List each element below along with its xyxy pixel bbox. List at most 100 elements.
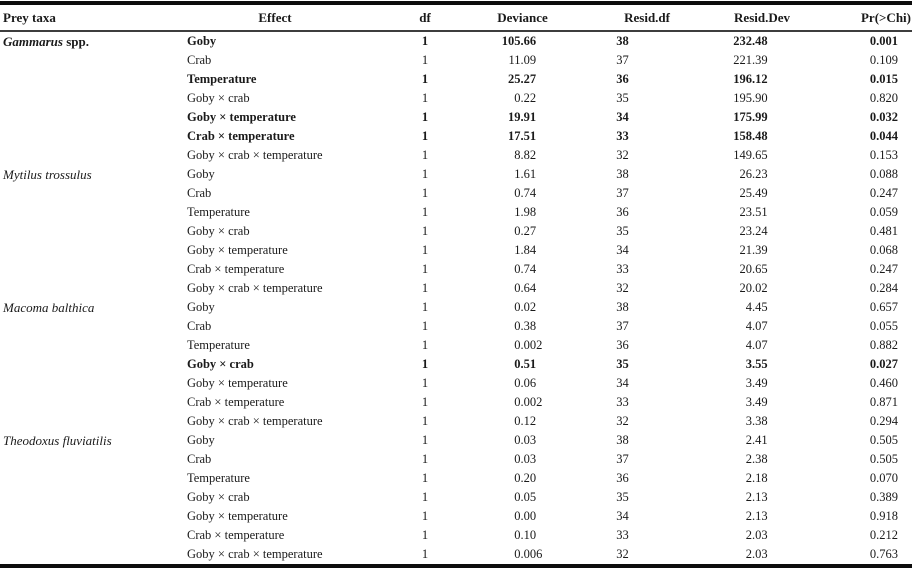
table-row: Mytilus trossulus Goby 1 1.61 38 26.23 0.088 bbox=[0, 165, 912, 184]
pr-chi-cell: 0.481 bbox=[869, 224, 898, 238]
effect-cell: Goby × temperature bbox=[187, 509, 288, 523]
integer-part: 26 bbox=[739, 167, 753, 181]
resid-df-cell: 35 bbox=[616, 490, 629, 504]
table-row: Goby × temperature 1 1.84 34 21.39 0.068 bbox=[0, 241, 912, 260]
decimal-aligned-number: 2.38 bbox=[726, 450, 774, 469]
deviance-cell: 17.51 bbox=[485, 127, 560, 146]
deviance-cell: 25.27 bbox=[485, 70, 560, 89]
decimal-aligned-number: 21.39 bbox=[726, 241, 774, 260]
integer-part: 0 bbox=[514, 186, 521, 200]
species-name: Mytilus trossulus bbox=[3, 167, 92, 182]
resid-dev-cell: 196.12 bbox=[685, 70, 815, 89]
resid-dev-cell: 3.38 bbox=[685, 412, 815, 431]
table-row: Theodoxus fluviatilis Goby 1 0.03 38 2.41 0.50… bbox=[0, 431, 912, 450]
resid-df-cell: 38 bbox=[616, 34, 629, 48]
decimal-aligned-number: 175.99 bbox=[726, 108, 774, 127]
fraction-part: .22 bbox=[520, 91, 537, 105]
fraction-part: .23 bbox=[752, 167, 768, 181]
pr-chi-cell: 0.918 bbox=[869, 509, 898, 523]
fraction-part: .18 bbox=[752, 471, 768, 485]
effect-cell: Crab × temperature bbox=[187, 528, 285, 542]
integer-part: 0 bbox=[514, 300, 521, 314]
table-row: Temperature 1 0.20 36 2.18 0.070 bbox=[0, 469, 912, 488]
fraction-part: .39 bbox=[752, 243, 768, 257]
df-cell: 1 bbox=[421, 148, 429, 162]
prey-taxa-cell bbox=[0, 317, 185, 336]
deviance-cell: 0.74 bbox=[485, 184, 560, 203]
fraction-part: .91 bbox=[520, 110, 537, 124]
resid-df-cell: 33 bbox=[616, 129, 629, 143]
table-row: Goby × crab 1 0.27 35 23.24 0.481 bbox=[0, 222, 912, 241]
decimal-aligned-number: 2.03 bbox=[726, 526, 774, 545]
prey-taxa-cell bbox=[0, 526, 185, 545]
pr-chi-cell: 0.505 bbox=[869, 452, 898, 466]
prey-taxa-cell bbox=[0, 89, 185, 108]
integer-part: 0 bbox=[514, 338, 521, 352]
fraction-part: .65 bbox=[752, 262, 768, 276]
resid-dev-cell: 232.48 bbox=[685, 31, 815, 51]
table-row: Crab 1 0.03 37 2.38 0.505 bbox=[0, 450, 912, 469]
fraction-part: .49 bbox=[752, 395, 768, 409]
fraction-part: .03 bbox=[752, 547, 768, 561]
resid-df-cell: 38 bbox=[616, 167, 629, 181]
decimal-aligned-number: 0.03 bbox=[495, 431, 551, 450]
integer-part: 149 bbox=[733, 148, 752, 162]
pr-chi-cell: 0.294 bbox=[869, 414, 898, 428]
decimal-aligned-number: 0.002 bbox=[495, 336, 551, 355]
fraction-part: .99 bbox=[752, 110, 768, 124]
df-cell: 1 bbox=[421, 281, 429, 295]
pr-chi-cell: 0.763 bbox=[869, 547, 898, 561]
pr-chi-cell: 0.027 bbox=[869, 357, 898, 371]
integer-part: 21 bbox=[739, 243, 753, 257]
decimal-aligned-number: 1.98 bbox=[495, 203, 551, 222]
fraction-part: .27 bbox=[520, 224, 537, 238]
integer-part: 3 bbox=[745, 414, 752, 428]
fraction-part: .98 bbox=[520, 205, 537, 219]
decimal-aligned-number: 2.41 bbox=[726, 431, 774, 450]
prey-taxa-cell bbox=[0, 469, 185, 488]
pr-chi-cell: 0.247 bbox=[869, 186, 898, 200]
fraction-part: .39 bbox=[752, 53, 768, 67]
table-row: Crab × temperature 1 0.002 33 3.49 0.871 bbox=[0, 393, 912, 412]
resid-dev-cell: 221.39 bbox=[685, 51, 815, 70]
resid-dev-cell: 26.23 bbox=[685, 165, 815, 184]
resid-dev-cell: 3.49 bbox=[685, 374, 815, 393]
pr-chi-cell: 0.044 bbox=[869, 129, 898, 143]
decimal-aligned-number: 0.00 bbox=[495, 507, 551, 526]
decimal-aligned-number: 0.05 bbox=[495, 488, 551, 507]
pr-chi-cell: 0.247 bbox=[869, 262, 898, 276]
species-name: Gammarus bbox=[3, 34, 63, 49]
integer-part: 0 bbox=[514, 319, 521, 333]
decimal-aligned-number: 23.51 bbox=[726, 203, 774, 222]
integer-part: 105 bbox=[501, 34, 521, 48]
pr-chi-cell: 0.871 bbox=[869, 395, 898, 409]
decimal-aligned-number: 25.27 bbox=[495, 70, 551, 89]
effect-cell: Goby bbox=[187, 433, 215, 447]
integer-part: 20 bbox=[739, 262, 753, 276]
col-header-resid-df: Resid.df bbox=[560, 3, 685, 32]
integer-part: 175 bbox=[733, 110, 752, 124]
deviance-cell: 0.64 bbox=[485, 279, 560, 298]
resid-df-cell: 37 bbox=[616, 53, 629, 67]
effect-cell: Goby bbox=[187, 167, 215, 181]
decimal-aligned-number: 26.23 bbox=[726, 165, 774, 184]
effect-cell: Goby × crab bbox=[187, 357, 254, 371]
pr-chi-cell: 0.820 bbox=[869, 91, 898, 105]
prey-taxa-cell bbox=[0, 412, 185, 431]
species-name: Macoma balthica bbox=[3, 300, 95, 315]
resid-df-cell: 34 bbox=[616, 509, 629, 523]
pr-chi-cell: 0.657 bbox=[869, 300, 898, 314]
decimal-aligned-number: 105.66 bbox=[495, 32, 551, 51]
integer-part: 195 bbox=[733, 91, 752, 105]
pr-chi-cell: 0.032 bbox=[869, 110, 898, 124]
df-cell: 1 bbox=[421, 262, 429, 276]
integer-part: 0 bbox=[514, 91, 521, 105]
deviance-cell: 0.51 bbox=[485, 355, 560, 374]
resid-df-cell: 38 bbox=[616, 300, 629, 314]
pr-chi-cell: 0.212 bbox=[869, 528, 898, 542]
pr-chi-cell: 0.109 bbox=[869, 53, 898, 67]
fraction-part: .45 bbox=[752, 300, 768, 314]
decimal-aligned-number: 23.24 bbox=[726, 222, 774, 241]
effect-cell: Crab × temperature bbox=[187, 395, 285, 409]
fraction-part: .65 bbox=[752, 148, 768, 162]
